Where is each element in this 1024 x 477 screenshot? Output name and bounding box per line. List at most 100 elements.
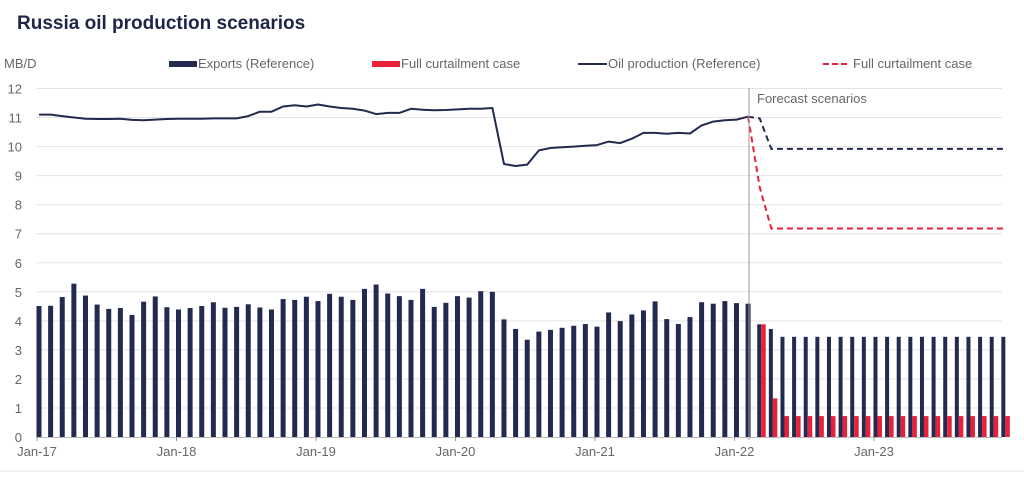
line-oil-production-reference bbox=[39, 103, 749, 167]
bar-full-curtailment bbox=[1005, 416, 1010, 437]
bar-full-curtailment bbox=[982, 416, 987, 437]
bar-exports-reference bbox=[896, 336, 901, 437]
bar-exports-reference bbox=[547, 329, 553, 437]
bar-exports-reference bbox=[919, 336, 924, 437]
bar-exports-reference bbox=[71, 283, 77, 437]
bar-exports-reference bbox=[861, 336, 866, 437]
bar-exports-reference bbox=[396, 296, 402, 437]
bar-full-curtailment bbox=[900, 416, 906, 437]
bar-exports-reference bbox=[559, 327, 565, 437]
bar-exports-reference bbox=[175, 309, 181, 437]
y-tick-label: 11 bbox=[9, 111, 23, 126]
bar-exports-reference bbox=[106, 308, 112, 437]
bar-exports-reference bbox=[141, 301, 147, 437]
bar-exports-reference bbox=[687, 317, 693, 437]
y-tick-label: 8 bbox=[15, 198, 22, 213]
bar-exports-reference bbox=[582, 324, 588, 437]
bar-full-curtailment bbox=[923, 416, 929, 437]
y-tick-label: 6 bbox=[15, 256, 22, 271]
bar-exports-reference bbox=[501, 319, 507, 437]
bar-exports-reference bbox=[873, 336, 878, 437]
bar-exports-reference bbox=[385, 293, 391, 437]
bar-exports-reference bbox=[978, 336, 983, 437]
bar-exports-reference bbox=[338, 296, 344, 437]
bar-full-curtailment bbox=[935, 416, 941, 437]
bar-full-curtailment bbox=[796, 416, 801, 437]
bar-exports-reference bbox=[257, 307, 263, 437]
bar-full-curtailment bbox=[970, 416, 975, 437]
bar-exports-reference bbox=[931, 336, 936, 437]
bar-exports-reference bbox=[48, 305, 54, 437]
bar-full-curtailment bbox=[807, 416, 813, 437]
x-tick-label: Jan-23 bbox=[854, 444, 894, 459]
bar-exports-reference bbox=[59, 297, 65, 437]
bar-exports-reference bbox=[1001, 336, 1006, 437]
bar-exports-reference bbox=[989, 336, 994, 437]
bar-full-curtailment bbox=[784, 416, 789, 437]
bar-exports-reference bbox=[722, 301, 728, 437]
bar-exports-reference bbox=[292, 299, 298, 437]
bar-exports-reference bbox=[222, 307, 228, 437]
bar-exports-reference bbox=[303, 296, 309, 437]
bar-exports-reference bbox=[245, 304, 251, 437]
x-tick-label: Jan-20 bbox=[436, 444, 476, 459]
bar-exports-reference bbox=[850, 336, 855, 437]
bar-full-curtailment bbox=[772, 398, 778, 437]
y-tick-label: 9 bbox=[15, 169, 22, 184]
y-tick-label: 0 bbox=[15, 430, 22, 445]
bar-exports-reference bbox=[466, 297, 472, 437]
bar-exports-reference bbox=[315, 301, 321, 437]
bar-exports-reference bbox=[373, 284, 379, 437]
bar-exports-reference bbox=[792, 336, 797, 437]
bar-exports-reference bbox=[478, 291, 484, 437]
bar-exports-reference bbox=[815, 336, 820, 437]
bar-full-curtailment bbox=[761, 324, 766, 437]
bar-exports-reference bbox=[513, 328, 519, 437]
bar-exports-reference bbox=[536, 331, 542, 437]
bar-exports-reference bbox=[210, 302, 216, 437]
bar-exports-reference bbox=[699, 302, 705, 437]
bar-exports-reference bbox=[594, 326, 600, 437]
bar-exports-reference bbox=[803, 336, 808, 437]
bar-exports-reference bbox=[82, 295, 88, 437]
bar-full-curtailment bbox=[993, 416, 999, 437]
bar-exports-reference bbox=[768, 328, 773, 437]
y-axis-label: MB/D bbox=[4, 56, 37, 71]
bar-exports-reference bbox=[280, 299, 286, 437]
legend-label-production: Oil production (Reference) bbox=[608, 56, 760, 71]
bar-exports-reference bbox=[664, 319, 670, 437]
bar-full-curtailment bbox=[854, 416, 859, 437]
x-tick-label: Jan-18 bbox=[157, 444, 197, 459]
y-tick-label: 12 bbox=[8, 82, 22, 97]
bar-exports-reference bbox=[826, 336, 831, 437]
bar-exports-reference bbox=[885, 336, 890, 437]
y-tick-label: 3 bbox=[15, 343, 22, 358]
line-reference-forecast bbox=[747, 115, 1004, 150]
bar-exports-reference bbox=[268, 309, 274, 437]
x-tick-label: Jan-19 bbox=[296, 444, 336, 459]
bar-full-curtailment bbox=[819, 416, 824, 437]
bar-full-curtailment bbox=[830, 416, 836, 437]
legend-label-exports: Exports (Reference) bbox=[198, 56, 314, 71]
bar-exports-reference bbox=[640, 310, 646, 437]
bar-exports-reference bbox=[361, 288, 367, 437]
bar-exports-reference bbox=[675, 324, 681, 437]
bar-exports-reference bbox=[443, 302, 449, 437]
forecast-annotation: Forecast scenarios bbox=[757, 91, 867, 106]
x-tick-label: Jan-17 bbox=[17, 444, 57, 459]
bar-exports-reference bbox=[164, 307, 170, 437]
chart-title: Russia oil production scenarios bbox=[17, 13, 305, 34]
y-tick-label: 2 bbox=[15, 372, 22, 387]
bar-exports-reference bbox=[733, 303, 739, 437]
bar-full-curtailment bbox=[912, 416, 917, 437]
bar-exports-reference bbox=[757, 324, 762, 437]
bar-exports-reference bbox=[350, 299, 356, 437]
legend-label-curtailment-line: Full curtailment case bbox=[853, 56, 972, 71]
bar-exports-reference bbox=[652, 301, 658, 437]
bar-exports-reference bbox=[420, 288, 426, 437]
bar-full-curtailment bbox=[877, 416, 882, 437]
legend-swatch-exports bbox=[169, 61, 197, 67]
bar-exports-reference bbox=[187, 308, 193, 437]
y-tick-label: 1 bbox=[15, 401, 22, 416]
bar-exports-reference bbox=[431, 306, 437, 437]
